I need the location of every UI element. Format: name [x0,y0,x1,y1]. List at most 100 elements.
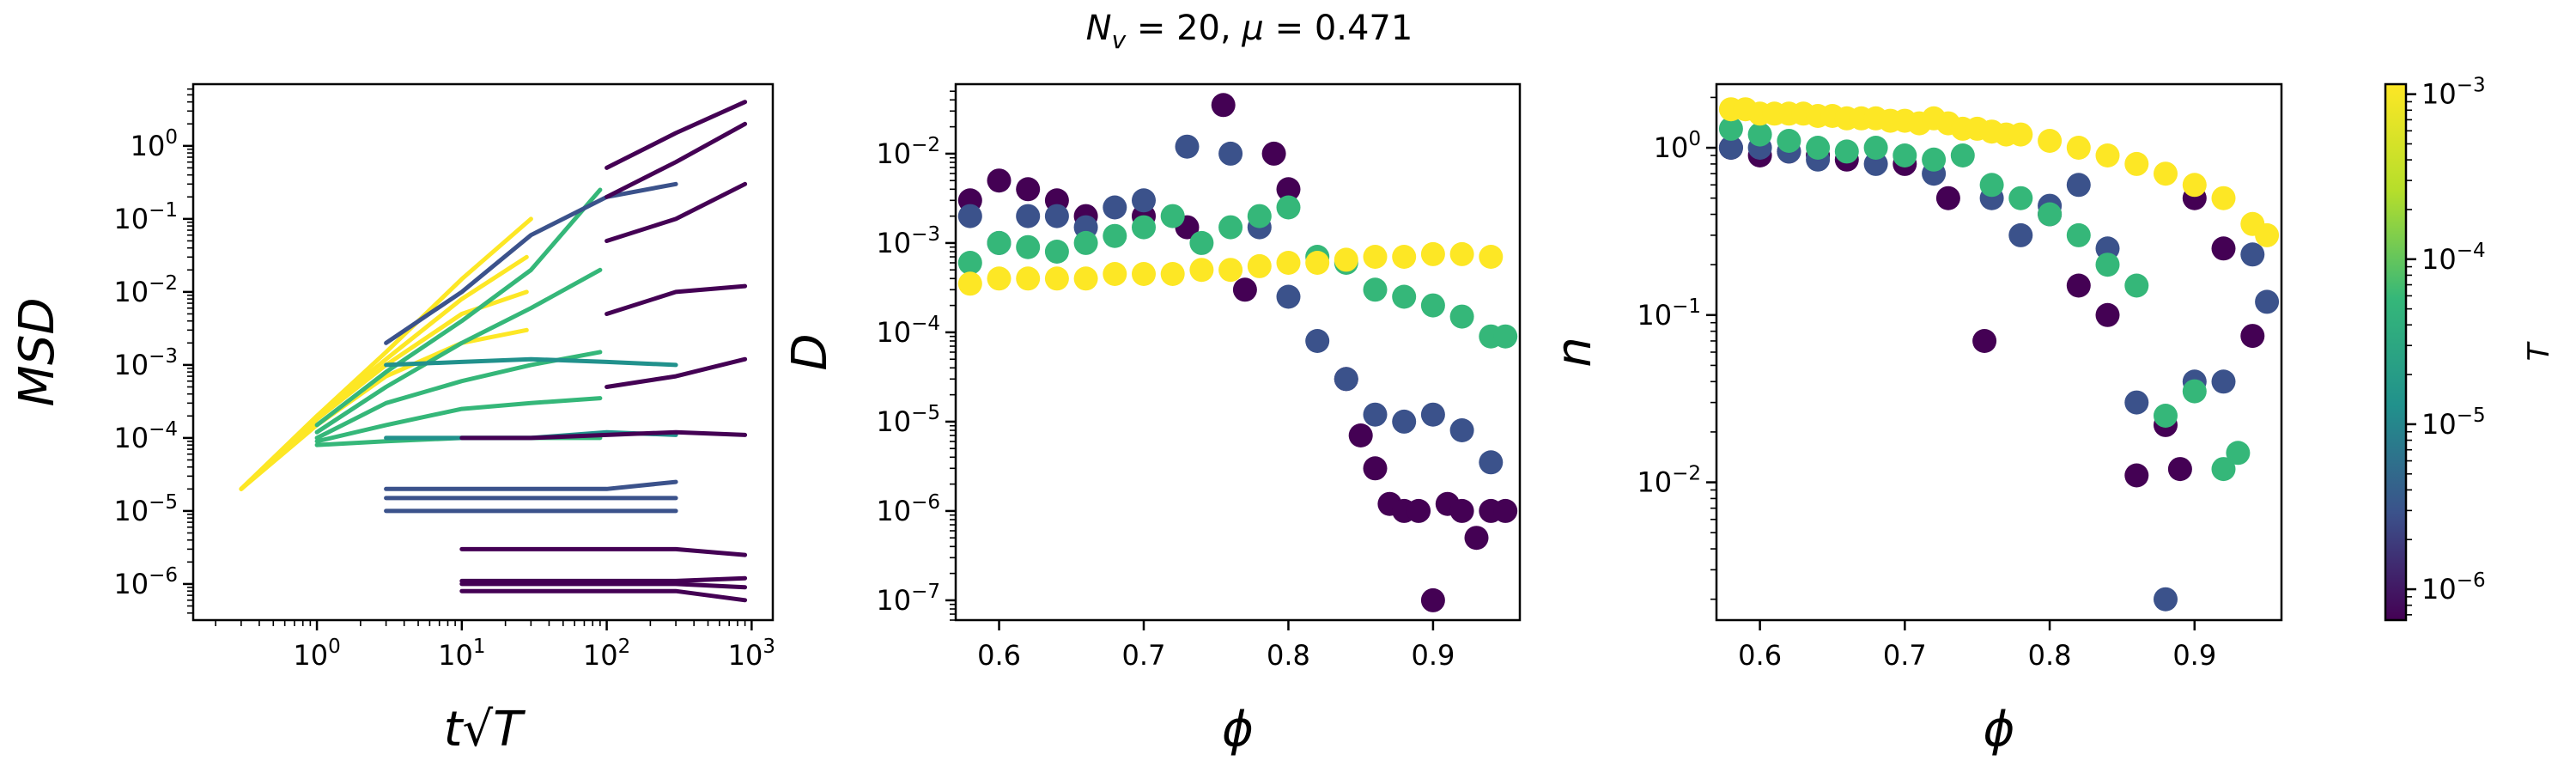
suptitle: Nv = 20, μ = 0.471 [1086,9,1413,54]
data-point [1479,450,1504,475]
x-tick-label: 0.7 [1883,639,1927,672]
msd-curve [605,356,748,389]
data-point [1218,258,1243,283]
data-point [957,251,982,275]
y-tick-label: 10−5 [113,491,178,527]
data-point [2066,173,2091,198]
y-tick-label: 10−3 [876,223,940,259]
plot-area [957,93,1518,612]
data-point [1420,402,1445,427]
data-point [1449,418,1474,442]
data-point [2066,136,2091,160]
data-point [1016,177,1041,202]
data-point [1406,498,1431,523]
data-point [1449,304,1474,329]
data-point [1044,240,1069,264]
data-point [1863,136,1888,160]
msd-curve [384,479,678,491]
data-point [1834,139,1859,164]
x-tick-label: 103 [728,636,775,672]
axes-frame [191,82,775,622]
x-tick-label: 0.6 [977,639,1021,672]
x-tick-label: 0.9 [1411,639,1455,672]
data-point [987,168,1012,193]
data-point [1103,262,1127,286]
data-point [1261,141,1286,166]
data-point [1073,230,1098,255]
data-point [1276,251,1301,275]
data-point [1392,409,1417,434]
data-point [1950,143,1975,167]
data-point [2154,587,2178,612]
x-axis-label: ϕ [1222,702,1254,758]
y-tick-label: 10−5 [876,402,940,438]
data-point [2124,273,2149,298]
colorbar-gradient [2384,82,2408,622]
msd-curve [239,327,529,491]
data-point [1160,204,1185,228]
data-point [1363,402,1388,427]
data-point [987,266,1012,291]
data-point [1175,134,1200,159]
data-point [1449,498,1474,523]
data-point [1718,136,1743,160]
data-point [1806,136,1831,160]
msd-curve [384,356,678,368]
data-point [1392,284,1417,309]
panel-1: 100 101 102 103 10−6 10−5 10−4 10−3 10−2 10−1 100 t… [9,82,775,758]
data-point [1132,188,1156,213]
colorbar: 10−6 10−5 10−4 10−3 T [2384,75,2556,622]
axes-frame [1715,82,2283,622]
data-point [987,230,1012,255]
data-point [1044,204,1069,228]
y-axis-label: D [782,333,838,370]
x-tick-label: 0.9 [2172,639,2216,672]
data-point [2066,273,2091,298]
data-point [2008,222,2033,247]
data-point [1218,141,1243,166]
data-point [1334,367,1358,392]
data-point [1363,245,1388,269]
data-point [2124,390,2149,415]
msd-curve [459,588,748,603]
x-tick-label: 0.8 [2028,639,2072,672]
data-point [1189,230,1214,255]
data-point [2211,236,2236,261]
y-axis-label: MSD [9,298,65,407]
data-point [2182,379,2207,404]
data-point [1363,456,1388,481]
data-point [1305,251,1330,275]
data-point [1420,241,1445,266]
data-point [1016,204,1041,228]
colorbar-tick-label: 10−3 [2421,75,2486,111]
y-tick-label: 10−7 [876,581,940,617]
colorbar-tick-label: 10−5 [2421,405,2486,441]
data-point [1016,266,1041,291]
plot-area [1718,97,2280,612]
msd-curve [605,283,748,316]
data-point [1211,93,1236,118]
colorbar-tick-label: 10−6 [2421,569,2486,606]
data-point [1189,258,1214,283]
data-point [2095,302,2120,327]
data-point [1276,195,1301,220]
data-point [1103,195,1127,220]
data-point [2226,441,2251,466]
x-tick-label: 100 [293,636,340,672]
y-tick-label: 100 [1654,128,1701,164]
data-point [1420,293,1445,318]
msd-curve [605,121,748,199]
data-point [1247,253,1272,278]
data-point [1747,122,1772,147]
y-tick-label: 10−1 [113,199,178,235]
x-axis-label: t√T [444,702,526,758]
y-tick-label: 10−3 [113,345,178,381]
data-point [1392,245,1417,269]
msd-curve [459,581,748,590]
x-tick-label: 101 [438,636,485,672]
data-point [1363,277,1388,302]
data-point [2240,324,2265,349]
data-point [2038,129,2063,153]
panel-2: 0.6 0.7 0.8 0.9 10−7 10−6 10−5 10−4 10−3 10−2 ϕ D [782,82,1522,758]
x-tick-label: 0.8 [1267,639,1310,672]
